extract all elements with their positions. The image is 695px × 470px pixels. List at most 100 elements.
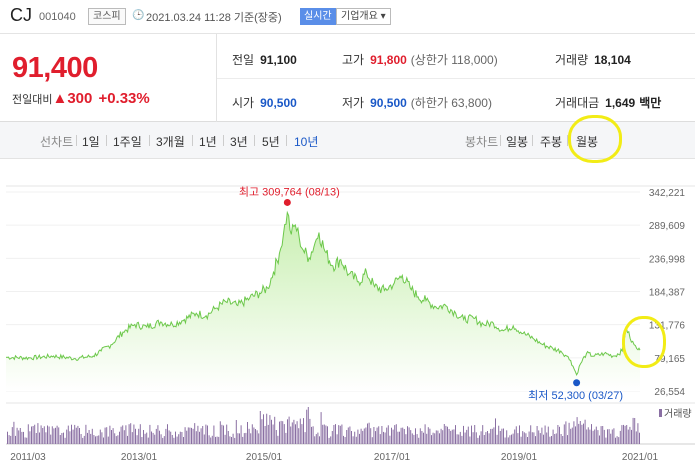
- up-arrow-icon: ▲: [52, 90, 68, 107]
- volume-bar: [439, 433, 440, 444]
- volume-bar: [112, 428, 114, 444]
- volume-bar: [349, 426, 351, 444]
- volume-bar: [533, 432, 535, 444]
- volume-bar: [461, 435, 463, 444]
- x-tick-label: 2017/01: [374, 452, 411, 463]
- volume-bar: [523, 432, 525, 444]
- volume-bar: [259, 411, 261, 444]
- volume-bar: [378, 426, 380, 444]
- volume-bar: [488, 433, 490, 444]
- period-1y[interactable]: 1년: [199, 135, 217, 149]
- period-3y[interactable]: 3년: [230, 135, 248, 149]
- volume-bar: [237, 433, 239, 444]
- volume-bar: [339, 425, 341, 444]
- volume-bar: [219, 421, 221, 444]
- volume-bar: [424, 424, 426, 444]
- volume-bar: [347, 427, 349, 444]
- volume-bar: [253, 427, 255, 444]
- volume-bar: [98, 435, 100, 444]
- volume-bar: [632, 417, 634, 444]
- volume-bar: [207, 425, 208, 444]
- volume-bar: [109, 425, 111, 444]
- y-tick-label: 342,221: [649, 188, 686, 199]
- upper-limit: (상한가 118,000): [410, 53, 498, 67]
- volume-bar: [293, 419, 295, 444]
- volume-bar: [613, 428, 615, 444]
- volume-bar: [227, 431, 229, 444]
- volume-bar: [291, 422, 293, 444]
- volume-bar: [122, 425, 124, 444]
- volume-bar: [269, 415, 271, 444]
- volume-bar: [77, 425, 79, 444]
- volume-bar: [165, 428, 167, 444]
- volume-bar: [218, 436, 220, 444]
- volume-bar: [610, 433, 612, 444]
- period-1w[interactable]: 1주일: [113, 135, 142, 149]
- volume-bar: [552, 429, 554, 444]
- volume-bar: [512, 433, 514, 444]
- volume-bar: [229, 436, 231, 444]
- volume-bar: [394, 425, 396, 444]
- volume-bar: [307, 407, 309, 444]
- period-1d[interactable]: 1일: [82, 135, 100, 149]
- candle-weekly[interactable]: 주봉: [540, 135, 563, 149]
- volume-bar: [506, 430, 508, 444]
- volume-bar: [493, 427, 495, 444]
- period-5y[interactable]: 5년: [262, 135, 280, 149]
- volume-bar: [319, 436, 320, 444]
- volume-bar: [463, 425, 464, 444]
- volume-bar: [375, 431, 376, 444]
- volume-bar: [95, 436, 96, 444]
- volume-bar: [341, 424, 343, 444]
- volume-bar: [544, 425, 546, 444]
- volume-bar: [51, 426, 53, 444]
- volume-bar: [192, 428, 194, 444]
- volume-bar: [379, 434, 381, 444]
- volume-bar: [453, 429, 455, 444]
- period-3m[interactable]: 3개월: [156, 135, 185, 149]
- company-info-button[interactable]: 기업개요 ▾: [336, 8, 391, 25]
- volume-bar: [115, 436, 117, 444]
- candle-daily[interactable]: 일봉: [506, 135, 529, 149]
- volume-bar: [392, 429, 394, 444]
- volume-bar: [621, 425, 623, 444]
- volume-bar: [149, 424, 151, 444]
- volume-value: 18,104: [594, 53, 631, 67]
- high-price: 고가 91,800 (상한가 118,000): [342, 51, 498, 68]
- volume-bar: [258, 433, 260, 444]
- volume-bar: [283, 424, 285, 444]
- volume-bar: [471, 425, 472, 444]
- volume-bar: [234, 437, 236, 444]
- volume-bar: [61, 433, 63, 444]
- volume-bar: [247, 422, 248, 444]
- volume-bar: [443, 424, 445, 444]
- volume-bar: [213, 425, 215, 444]
- volume-bar: [125, 425, 127, 444]
- volume-bar: [205, 424, 207, 444]
- datetime-basis: 기준(장중): [233, 12, 282, 24]
- volume-bar: [23, 431, 24, 444]
- volume-bar: [223, 425, 224, 444]
- volume-bar: [418, 437, 420, 444]
- volume-bar: [136, 435, 138, 444]
- volume-bar: [226, 424, 228, 444]
- volume-bar: [248, 428, 250, 444]
- volume-bar: [362, 430, 364, 444]
- volume-bar: [96, 435, 98, 444]
- volume-bar: [175, 431, 176, 444]
- volume-bar: [200, 428, 202, 444]
- volume-bar: [565, 421, 567, 444]
- divider: [217, 78, 695, 79]
- realtime-button[interactable]: 실시간: [300, 8, 336, 25]
- volume-label: 거래량: [555, 53, 589, 67]
- open-label: 시가: [232, 96, 255, 110]
- volume-bar: [320, 412, 322, 444]
- period-10y[interactable]: 10년: [294, 135, 319, 149]
- volume-bar: [368, 422, 370, 444]
- volume-bar: [426, 433, 428, 444]
- volume-bar: [141, 437, 143, 444]
- volume-bar: [384, 432, 386, 444]
- volume-bar: [154, 434, 156, 444]
- volume-bar: [56, 425, 58, 444]
- volume-bar: [48, 426, 50, 444]
